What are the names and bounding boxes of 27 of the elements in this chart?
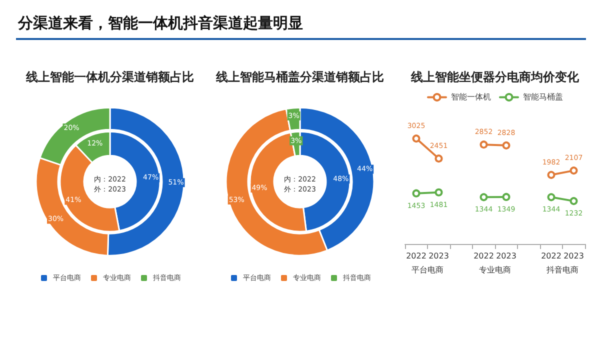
point <box>434 154 443 163</box>
chart-title: 线上智能马桶盖分渠道销额占比 <box>215 70 384 84</box>
chart-title: 线上智能一体机分渠道销额占比 <box>25 70 194 84</box>
legend-label: 智能一体机 <box>451 92 491 102</box>
point <box>570 197 578 206</box>
x-tick-label: 2022 <box>406 252 426 260</box>
text: 专业电商 <box>479 266 511 274</box>
x-tick-label: 2023 <box>496 252 516 260</box>
point <box>570 166 578 175</box>
chart-title: 线上智能坐便器分电商均价变化 <box>410 70 580 84</box>
x-tick-label: 2023 <box>564 252 584 260</box>
x-tick-label: 2023 <box>428 252 449 260</box>
text: 分渠道来看，智能一体机抖音渠道起量明显 <box>18 14 303 33</box>
point <box>547 193 556 202</box>
point <box>434 188 443 196</box>
text: 平台电商 <box>412 266 444 274</box>
x-tick-label: 2022 <box>541 252 562 260</box>
point <box>547 170 556 179</box>
point <box>480 140 488 149</box>
x-tick-label: 2022 <box>474 252 494 260</box>
legend-label: 智能马桶盖 <box>523 92 563 102</box>
point <box>502 192 510 201</box>
point <box>502 141 510 150</box>
point <box>412 189 420 198</box>
point <box>480 193 488 202</box>
text: 抖音电商 <box>546 266 578 274</box>
point <box>412 134 420 143</box>
